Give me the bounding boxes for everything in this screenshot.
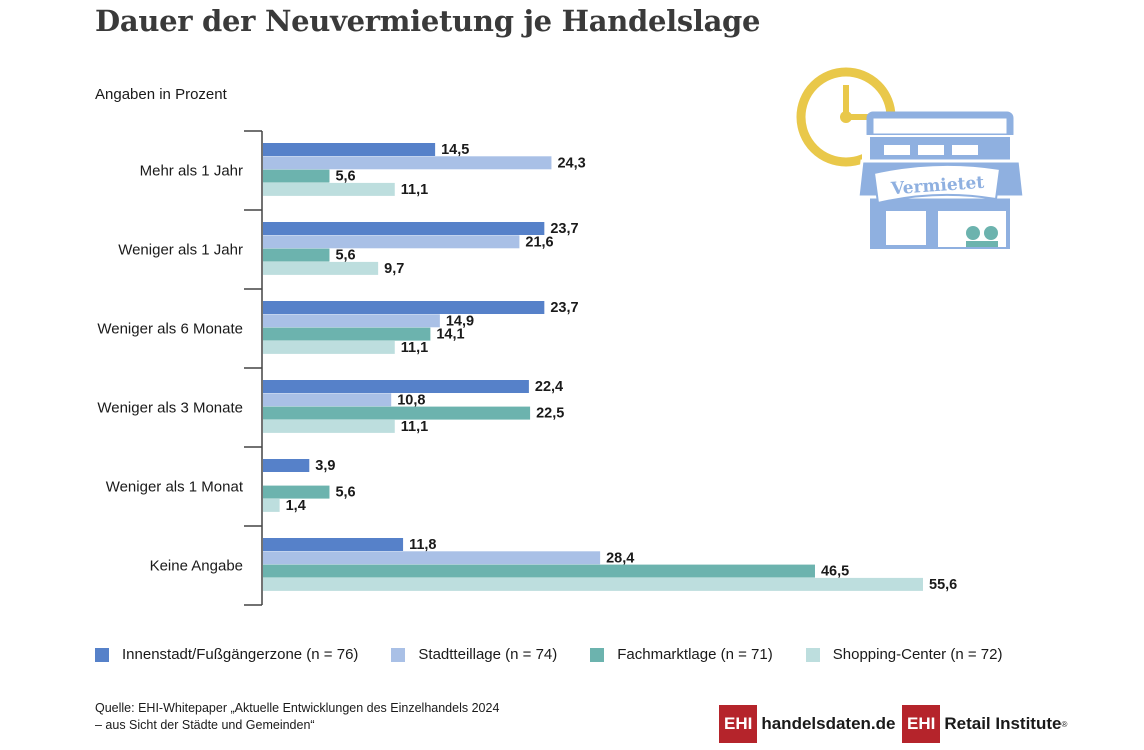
bar-shopping-center [263,498,280,512]
legend-swatch-shopping-center [805,647,820,662]
legend-label-stadtteillage: Stadtteillage (n = 74) [418,646,558,663]
data-label-fachmarktlage: 14,1 [436,327,464,343]
bar-chart: Mehr als 1 Jahr 14,5 24,3 5,6 11,1 Weniger al… [97,130,957,606]
bar-stadtteillage [263,551,601,565]
data-label-innenstadt: 23,7 [550,300,578,316]
data-label-innenstadt: 3,9 [315,458,335,474]
bar-innenstadt [263,301,545,314]
category-label: Weniger als 3 Monate [97,400,243,417]
category-label: Weniger als 6 Monate [97,321,243,338]
data-label-fachmarktlage: 22,5 [536,406,564,422]
logo-handelsdaten[interactable]: EHI handelsdaten.de [719,705,895,743]
data-label-stadtteillage: 14,9 [446,313,474,329]
bar-fachmarktlage [263,169,330,183]
data-label-shopping-center: 11,1 [401,419,428,435]
source-line-2: – aus Sicht der Städte und Gemeinden“ [95,718,315,732]
data-label-stadtteillage: 28,4 [606,550,634,566]
rented-shop-illustration: Vermietet [796,67,1026,250]
source-line-1: Quelle: EHI-Whitepaper „Aktuelle Entwick… [95,701,500,715]
data-label-fachmarktlage: 5,6 [335,248,355,264]
bar-fachmarktlage [263,485,330,499]
data-label-stadtteillage: 24,3 [557,155,585,171]
category-label: Weniger als 1 Monat [106,479,244,496]
legend-label-shopping-center: Shopping-Center (n = 72) [832,646,1003,663]
data-label-fachmarktlage: 46,5 [821,564,849,580]
data-label-stadtteillage: 21,6 [525,234,553,250]
clock-center [840,111,852,123]
legend-swatch-stadtteillage [391,647,406,662]
bar-innenstadt [263,380,529,393]
data-label-fachmarktlage: 5,6 [335,485,355,501]
data-label-stadtteillage: 10,8 [397,392,425,408]
legend-item-innenstadt: Innenstadt/Fußgängerzone (n = 76) [95,646,358,663]
bar-shopping-center [263,182,395,196]
clock-icon [796,67,896,167]
bar-fachmarktlage [263,327,431,341]
data-label-shopping-center: 11,1 [401,182,428,198]
legend-label-innenstadt: Innenstadt/Fußgängerzone (n = 76) [122,646,359,663]
bar-stadtteillage [263,393,392,407]
data-label-innenstadt: 14,5 [441,142,469,158]
logo-ehi-retail-institute[interactable]: EHI Retail Institute ® [902,705,1067,743]
store-door [886,211,926,245]
bar-fachmarktlage [263,248,330,262]
bar-shopping-center [263,340,395,354]
bar-stadtteillage [263,235,520,249]
bar-shopping-center [263,261,379,275]
chart-subtitle: Angaben in Prozent [95,86,227,103]
category-label: Keine Angabe [150,558,243,575]
legend-swatch-innenstadt [95,647,109,662]
legend-swatch-fachmarktlage [590,647,605,662]
legend-item-shopping-center: Shopping-Center (n = 72) [805,646,1003,663]
data-label-shopping-center: 11,1 [401,340,428,356]
logo-ehi-text: Retail Institute [944,714,1062,733]
bar-shopping-center [263,577,923,591]
chart-title: Dauer der Neuvermietung je Handelslage [95,4,761,38]
store-icon: Vermietet [856,111,1026,250]
bar-innenstadt [263,459,310,472]
legend-item-stadtteillage: Stadtteillage (n = 74) [391,646,557,663]
data-label-innenstadt: 23,7 [550,221,578,237]
data-label-shopping-center: 1,4 [286,498,306,514]
bar-stadtteillage [263,156,552,170]
bar-innenstadt [263,538,404,551]
data-label-shopping-center: 9,7 [384,261,404,277]
vermietet-sign [872,163,1002,205]
data-label-innenstadt: 11,8 [409,537,436,553]
bar-fachmarktlage [263,406,531,420]
data-label-innenstadt: 22,4 [535,379,563,395]
bar-stadtteillage [263,314,440,328]
category-label: Weniger als 1 Jahr [118,242,243,259]
logo-ehi-mark: EHI [902,705,941,743]
category-label: Mehr als 1 Jahr [140,163,243,180]
logo-registered-mark: ® [1061,719,1068,729]
logo-handelsdaten-text: handelsdaten.de [761,714,896,733]
source-note: Quelle: EHI-Whitepaper „Aktuelle Entwick… [95,700,499,734]
logo-handelsdaten-mark: EHI [719,705,758,743]
bar-shopping-center [263,419,395,433]
legend-label-fachmarktlage: Fachmarktlage (n = 71) [617,646,773,663]
data-label-fachmarktlage: 5,6 [335,169,355,185]
bar-fachmarktlage [263,564,815,578]
legend-item-fachmarktlage: Fachmarktlage (n = 71) [590,646,773,663]
legend: Innenstadt/Fußgängerzone (n = 76) Stadtt… [95,646,1035,663]
bar-innenstadt [263,222,545,235]
data-label-shopping-center: 55,6 [929,577,957,593]
bar-innenstadt [263,143,436,156]
